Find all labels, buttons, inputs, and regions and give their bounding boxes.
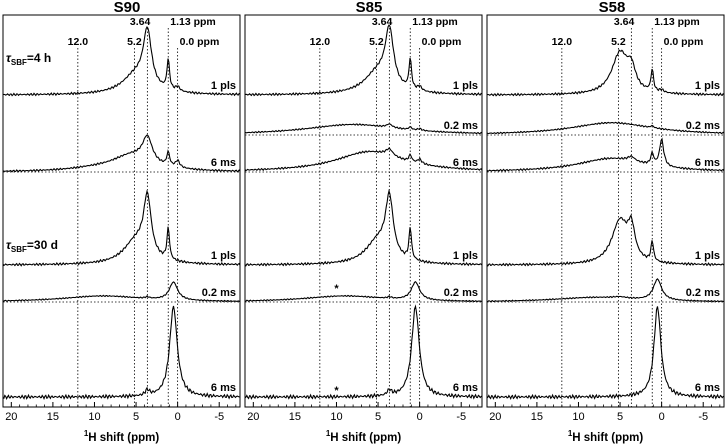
trace-label: 6 ms xyxy=(695,157,720,169)
trace-label: 0.2 ms xyxy=(444,287,478,299)
reference-label: 5.2 xyxy=(369,36,384,48)
trace-label: 1 pls xyxy=(211,250,236,262)
reference-label: 12.0 xyxy=(68,36,89,48)
reference-label: 0.0 ppm xyxy=(664,36,704,48)
panel-title: S90 xyxy=(114,0,141,16)
x-tick-label: 15 xyxy=(47,411,59,423)
panel-s90: S90 12.0 5.2 3.64 1.13 ppm 0.0 ppm 20 15 10 5 0 -5 1… xyxy=(2,0,241,444)
x-tick-label: 0 xyxy=(175,411,181,423)
x-tick-label: -5 xyxy=(456,411,466,423)
group-label: τSBF=4 h xyxy=(6,51,51,67)
trace-label: 6 ms xyxy=(695,382,720,394)
reference-label: 3.64 xyxy=(372,16,393,28)
spectrum-trace xyxy=(2,281,241,303)
spectrum-trace xyxy=(244,123,483,135)
group-label: τSBF=30 d xyxy=(6,238,58,254)
panel-title: S85 xyxy=(356,0,383,16)
spectrum-trace xyxy=(486,137,725,172)
spectrum-trace xyxy=(486,49,725,97)
trace-label: 1 pls xyxy=(453,80,478,92)
spectrum-trace xyxy=(244,280,482,303)
panel-frame xyxy=(244,14,483,408)
reference-label: 1.13 ppm xyxy=(654,16,700,28)
panel-s85: S85 12.0 5.2 3.64 1.13 ppm 0.0 ppm 20 15 10 5 0 -5 1… xyxy=(244,0,483,444)
panel-title: S58 xyxy=(599,0,626,16)
trace-label: 1 pls xyxy=(211,80,236,92)
spectrum-trace xyxy=(2,134,241,173)
reference-label: 1.13 ppm xyxy=(412,16,458,28)
x-tick-label: 15 xyxy=(531,411,543,423)
trace-label: 1 pls xyxy=(695,250,720,262)
reference-label: 5.2 xyxy=(611,36,626,48)
spectrum-trace xyxy=(2,25,241,97)
x-tick-label: 5 xyxy=(617,411,623,423)
spectrum-trace xyxy=(486,278,724,303)
spectrum-trace xyxy=(244,147,483,172)
panel-s58: S58 12.0 5.2 3.64 1.13 ppm 0.0 ppm 20 15 10 5 0 -5 1… xyxy=(486,0,725,444)
x-tick-label: 15 xyxy=(289,411,301,423)
spectrum-trace xyxy=(486,306,725,400)
x-tick-label: -5 xyxy=(214,411,224,423)
x-tick-label: 0 xyxy=(659,411,665,423)
x-tick-label: 20 xyxy=(5,411,17,423)
x-tick-label: 20 xyxy=(247,411,259,423)
reference-label: 12.0 xyxy=(310,36,331,48)
reference-label: 3.64 xyxy=(130,16,151,28)
panel-frame xyxy=(2,14,241,408)
panel-frame xyxy=(486,14,725,408)
spectrum-trace xyxy=(486,121,725,135)
trace-label: 6 ms xyxy=(453,382,478,394)
trace-label: 0.2 ms xyxy=(686,287,720,299)
trace-label: 0.2 ms xyxy=(202,287,236,299)
trace-label: 1 pls xyxy=(453,250,478,262)
reference-label: 0.0 ppm xyxy=(180,36,220,48)
reference-label: 5.2 xyxy=(127,36,142,48)
x-tick-label: 10 xyxy=(572,411,584,423)
trace-label: 6 ms xyxy=(211,157,236,169)
x-axis-label: 1H shift (ppm) xyxy=(326,429,402,444)
trace-label: 0.2 ms xyxy=(686,120,720,132)
asterisk-annotation: * xyxy=(334,385,339,397)
x-tick-label: -5 xyxy=(698,411,708,423)
x-tick-label: 0 xyxy=(417,411,423,423)
spectrum-trace xyxy=(2,305,241,401)
x-tick-label: 20 xyxy=(489,411,501,423)
reference-label: 0.0 ppm xyxy=(422,36,462,48)
trace-label: 0.2 ms xyxy=(444,120,478,132)
trace-label: 6 ms xyxy=(453,157,478,169)
x-axis-label: 1H shift (ppm) xyxy=(568,429,644,444)
reference-label: 3.64 xyxy=(614,16,635,28)
reference-label: 1.13 ppm xyxy=(170,16,216,28)
reference-label: 12.0 xyxy=(552,36,573,48)
spectrum-trace xyxy=(486,214,725,267)
x-tick-label: 5 xyxy=(375,411,381,423)
x-tick-label: 5 xyxy=(133,411,139,423)
spectrum-trace xyxy=(244,304,483,400)
x-axis-label: 1H shift (ppm) xyxy=(84,429,160,444)
spectrum-trace xyxy=(244,188,483,267)
x-tick-label: 10 xyxy=(330,411,342,423)
trace-label: 6 ms xyxy=(211,382,236,394)
trace-label: 1 pls xyxy=(695,80,720,92)
x-tick-label: 10 xyxy=(88,411,100,423)
spectrum-trace xyxy=(244,24,483,97)
asterisk-annotation: * xyxy=(334,283,339,295)
spectrum-trace xyxy=(2,189,241,267)
